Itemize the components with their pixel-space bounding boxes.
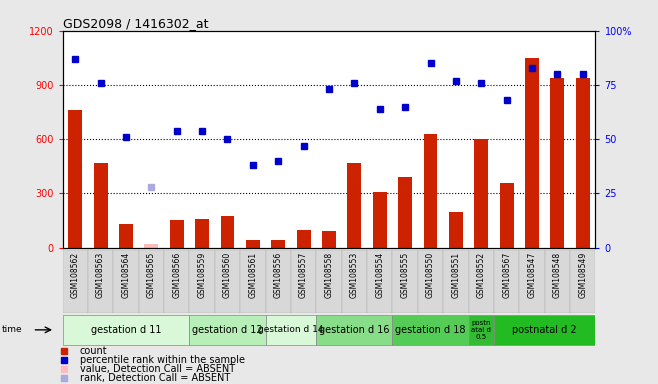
FancyBboxPatch shape xyxy=(266,250,291,313)
Text: GSM108551: GSM108551 xyxy=(451,252,461,298)
Bar xyxy=(220,216,234,248)
Text: GSM108550: GSM108550 xyxy=(426,252,435,298)
FancyBboxPatch shape xyxy=(63,250,88,313)
Text: GSM108559: GSM108559 xyxy=(197,252,207,298)
FancyBboxPatch shape xyxy=(139,250,164,313)
FancyBboxPatch shape xyxy=(266,315,316,345)
Bar xyxy=(322,232,336,248)
Text: GSM108555: GSM108555 xyxy=(401,252,410,298)
Bar xyxy=(68,110,82,248)
FancyBboxPatch shape xyxy=(342,250,367,313)
Bar xyxy=(474,139,488,248)
Text: GSM108547: GSM108547 xyxy=(528,252,536,298)
FancyBboxPatch shape xyxy=(494,315,595,345)
Text: gestation d 14: gestation d 14 xyxy=(258,325,324,334)
Bar xyxy=(449,212,463,248)
Text: GSM108566: GSM108566 xyxy=(172,252,181,298)
Text: GSM108556: GSM108556 xyxy=(274,252,283,298)
Text: gestation d 18: gestation d 18 xyxy=(395,325,466,335)
Bar xyxy=(119,224,133,248)
FancyBboxPatch shape xyxy=(316,250,342,313)
Text: GSM108560: GSM108560 xyxy=(223,252,232,298)
FancyBboxPatch shape xyxy=(63,315,190,345)
Text: GSM108558: GSM108558 xyxy=(324,252,334,298)
Bar xyxy=(246,240,260,248)
Text: GSM108553: GSM108553 xyxy=(350,252,359,298)
Bar xyxy=(195,219,209,248)
FancyBboxPatch shape xyxy=(190,315,266,345)
Text: postnatal d 2: postnatal d 2 xyxy=(513,325,577,335)
Text: GSM108548: GSM108548 xyxy=(553,252,562,298)
Bar xyxy=(271,240,285,248)
Bar xyxy=(373,192,387,248)
Text: GSM108552: GSM108552 xyxy=(477,252,486,298)
Bar xyxy=(347,163,361,248)
Text: GSM108565: GSM108565 xyxy=(147,252,156,298)
Text: GSM108564: GSM108564 xyxy=(122,252,130,298)
FancyBboxPatch shape xyxy=(291,250,316,313)
FancyBboxPatch shape xyxy=(190,250,215,313)
Bar xyxy=(576,78,590,248)
Bar xyxy=(424,134,438,248)
FancyBboxPatch shape xyxy=(240,250,266,313)
Text: GSM108562: GSM108562 xyxy=(70,252,80,298)
FancyBboxPatch shape xyxy=(316,315,392,345)
Bar xyxy=(297,230,311,248)
Text: GSM108563: GSM108563 xyxy=(96,252,105,298)
FancyBboxPatch shape xyxy=(113,250,139,313)
Text: count: count xyxy=(80,346,107,356)
FancyBboxPatch shape xyxy=(392,250,418,313)
Text: postn
atal d
0.5: postn atal d 0.5 xyxy=(471,320,492,340)
Bar xyxy=(93,163,107,248)
FancyBboxPatch shape xyxy=(88,250,113,313)
Bar xyxy=(525,58,539,248)
FancyBboxPatch shape xyxy=(570,250,595,313)
Text: gestation d 11: gestation d 11 xyxy=(91,325,161,335)
FancyBboxPatch shape xyxy=(164,250,190,313)
Text: time: time xyxy=(2,325,22,334)
Bar xyxy=(144,245,159,248)
FancyBboxPatch shape xyxy=(418,250,443,313)
Text: GSM108549: GSM108549 xyxy=(578,252,588,298)
FancyBboxPatch shape xyxy=(367,250,392,313)
FancyBboxPatch shape xyxy=(468,315,494,345)
FancyBboxPatch shape xyxy=(494,250,519,313)
Bar xyxy=(170,220,184,248)
Bar xyxy=(398,177,412,248)
Text: value, Detection Call = ABSENT: value, Detection Call = ABSENT xyxy=(80,364,235,374)
Text: rank, Detection Call = ABSENT: rank, Detection Call = ABSENT xyxy=(80,373,230,383)
Bar xyxy=(551,78,565,248)
FancyBboxPatch shape xyxy=(392,315,468,345)
FancyBboxPatch shape xyxy=(215,250,240,313)
FancyBboxPatch shape xyxy=(468,250,494,313)
Text: GSM108554: GSM108554 xyxy=(375,252,384,298)
Text: GSM108561: GSM108561 xyxy=(248,252,257,298)
FancyBboxPatch shape xyxy=(545,250,570,313)
Bar xyxy=(499,183,514,248)
Text: percentile rank within the sample: percentile rank within the sample xyxy=(80,355,245,365)
FancyBboxPatch shape xyxy=(443,250,468,313)
Text: GSM108557: GSM108557 xyxy=(299,252,308,298)
Text: GSM108567: GSM108567 xyxy=(502,252,511,298)
Text: GDS2098 / 1416302_at: GDS2098 / 1416302_at xyxy=(63,17,208,30)
Text: gestation d 12: gestation d 12 xyxy=(192,325,263,335)
Text: gestation d 16: gestation d 16 xyxy=(319,325,390,335)
FancyBboxPatch shape xyxy=(519,250,545,313)
